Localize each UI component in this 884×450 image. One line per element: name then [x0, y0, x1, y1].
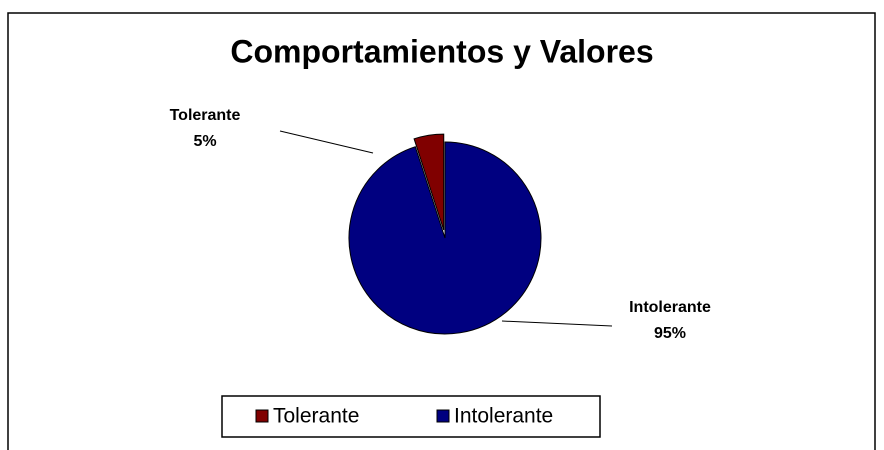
chart-frame — [7, 12, 876, 450]
legend-swatch — [255, 409, 269, 423]
slice-value-label: 95% — [654, 325, 686, 342]
slice-label: Intolerante — [629, 299, 711, 316]
legend-label: Intolerante — [454, 405, 553, 428]
leader-line — [279, 130, 374, 154]
legend-label: Tolerante — [273, 405, 359, 428]
legend-swatch — [436, 409, 450, 423]
slice-label: Tolerante — [170, 107, 241, 124]
pie-slice — [348, 141, 542, 335]
legend-box — [221, 395, 601, 438]
slice-value-label: 5% — [193, 133, 216, 150]
pie-slice — [413, 133, 445, 231]
leader-line — [501, 320, 613, 327]
chart-title: Comportamientos y Valores — [230, 33, 653, 69]
